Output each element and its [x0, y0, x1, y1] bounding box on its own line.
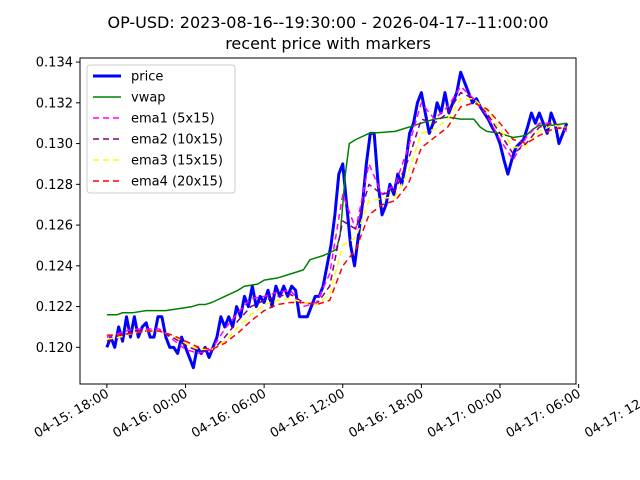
y-tick-label: 0.128: [36, 178, 73, 193]
legend-label: ema4 (20x15): [131, 175, 223, 190]
chart-title: OP-USD: 2023-08-16--19:30:00 - 2026-04-1…: [107, 13, 548, 32]
y-tick-label: 0.126: [36, 219, 73, 234]
y-tick-label: 0.130: [36, 137, 73, 152]
series-line-2: [106, 85, 568, 355]
y-tick-label: 0.124: [36, 259, 73, 274]
legend-label: vwap: [131, 91, 166, 106]
y-tick-label: 0.122: [36, 300, 73, 315]
y-tick-label: 0.134: [36, 56, 73, 71]
legend: price vwap ema1 (5x15) ema2 (10x15) ema3 (15…: [86, 64, 236, 194]
series-line-1: [106, 116, 567, 316]
series-line-3: [106, 91, 568, 353]
series-line-4: [106, 98, 567, 351]
chart-subtitle: recent price with markers: [225, 34, 431, 53]
legend-label: price: [131, 70, 163, 85]
legend-label: ema1 (5x15): [131, 112, 215, 127]
series-line-5: [106, 102, 567, 351]
series-layer: [105, 70, 569, 370]
y-tick-label: 0.120: [36, 341, 73, 356]
y-tick-label: 0.132: [36, 96, 73, 111]
legend-label: ema3 (15x15): [131, 154, 223, 169]
legend-frame: [86, 64, 236, 194]
plot-frame: [79, 57, 577, 385]
legend-label: ema2 (10x15): [131, 133, 223, 148]
